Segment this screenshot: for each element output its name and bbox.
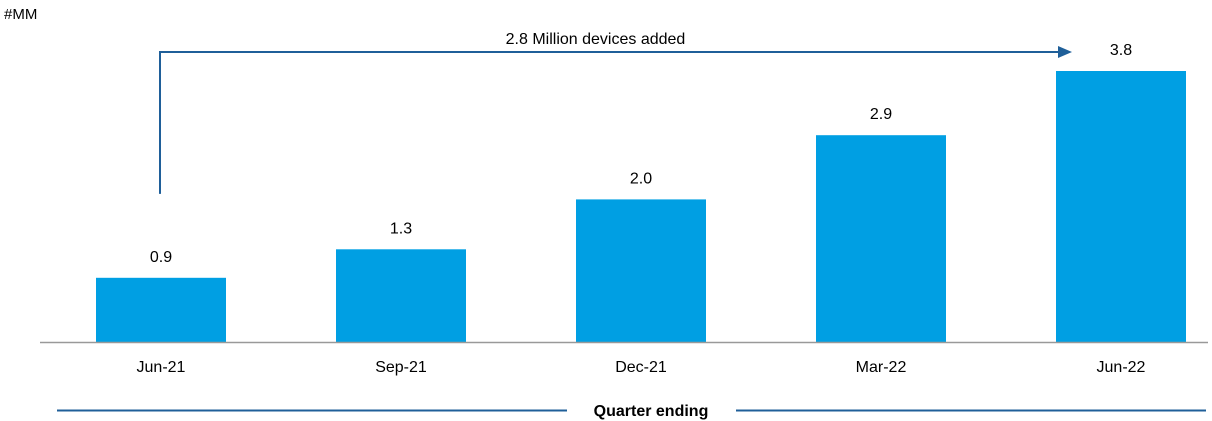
annotation-connector [159, 51, 1059, 194]
bar-jun-22 [1056, 71, 1186, 342]
bars-group [96, 71, 1186, 342]
x-axis-title: Quarter ending [594, 403, 709, 420]
data-label-dec-21: 2.0 [630, 170, 652, 187]
data-label-mar-22: 2.9 [870, 106, 892, 123]
bar-mar-22 [816, 135, 946, 342]
data-labels-group: 0.9 1.3 2.0 2.9 3.8 [150, 42, 1132, 266]
arrowhead-icon [1058, 46, 1072, 58]
annotation-group: 2.8 Million devices added [159, 31, 1072, 194]
data-label-jun-22: 3.8 [1110, 42, 1132, 59]
bar-sep-21 [336, 249, 466, 342]
x-tick-label-mar-22: Mar-22 [856, 359, 907, 376]
x-tick-label-sep-21: Sep-21 [375, 359, 427, 376]
x-axis-title-group: Quarter ending [57, 403, 1206, 420]
data-label-jun-21: 0.9 [150, 249, 172, 266]
x-tick-label-dec-21: Dec-21 [615, 359, 667, 376]
annotation-text: 2.8 Million devices added [506, 31, 686, 48]
unit-label: #MM [4, 6, 37, 23]
bar-jun-21 [96, 277, 226, 342]
x-tick-label-jun-21: Jun-21 [137, 359, 186, 376]
data-label-sep-21: 1.3 [390, 220, 412, 237]
x-tick-label-jun-22: Jun-22 [1097, 359, 1146, 376]
bar-dec-21 [576, 199, 706, 342]
x-tick-labels-group: Jun-21 Sep-21 Dec-21 Mar-22 Jun-22 [137, 359, 1146, 376]
